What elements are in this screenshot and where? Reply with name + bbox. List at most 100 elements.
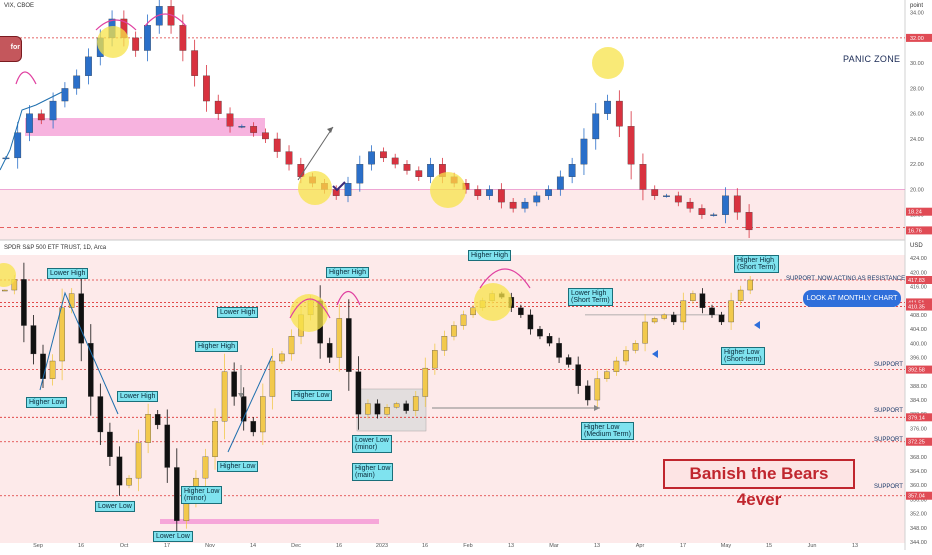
spy-tick-4: 408.00 xyxy=(910,313,927,319)
spy-candle-64 xyxy=(613,360,620,372)
partial-callout: for xyxy=(0,36,22,62)
spy-candle-67 xyxy=(642,321,648,344)
vix-highlight-circle-0 xyxy=(97,26,129,58)
annotation-higher-high-2: Higher High xyxy=(195,341,238,352)
vix-badge-bg-1 xyxy=(906,226,932,235)
vix-badge-1: 16.76 xyxy=(908,228,922,234)
vix-candle-59 xyxy=(698,208,706,215)
vix-candle-50 xyxy=(592,113,600,140)
spy-candle-21 xyxy=(202,456,209,479)
vix-candle-58 xyxy=(686,201,694,209)
annotation-lower-low-2: Lower Low xyxy=(153,531,193,542)
vix-highlight-circle-3 xyxy=(592,47,624,79)
spy-badge-3: 392.58 xyxy=(908,368,925,374)
spy-tick-9: 388.00 xyxy=(910,384,927,390)
spy-candle-48 xyxy=(460,314,467,326)
spy-candle-5 xyxy=(49,360,56,379)
spy-candle-35 xyxy=(336,318,343,358)
monthly-chart-button[interactable]: LOOK AT MONTHLY CHART xyxy=(803,290,901,307)
spy-arrow-head xyxy=(594,405,600,411)
time-tick-11: 13 xyxy=(508,543,514,549)
spy-candle-34 xyxy=(326,343,333,358)
spy-candle-2 xyxy=(21,279,27,326)
spy-candle-69 xyxy=(661,314,667,319)
vix-check-mark xyxy=(332,181,346,192)
annotation-lower-high-3: Lower High xyxy=(117,391,159,402)
spy-tick-0: 424.00 xyxy=(910,256,927,262)
vix-highlight-circle-1 xyxy=(298,171,332,205)
time-tick-14: Apr xyxy=(636,543,645,549)
spy-candle-73 xyxy=(699,293,706,308)
vix-tick-0: 34.00 xyxy=(910,11,924,17)
spy-candle-78 xyxy=(747,279,753,291)
vix-top-arc-0 xyxy=(95,19,137,31)
vix-candle-2 xyxy=(26,113,33,133)
vix-tick-5: 24.00 xyxy=(910,137,924,143)
spy-candle-4 xyxy=(40,353,46,379)
time-tick-5: 14 xyxy=(250,543,256,549)
vix-candle-42 xyxy=(497,189,505,203)
spy-badge-bg-1 xyxy=(906,298,932,307)
vix-tick-7: 20.00 xyxy=(910,187,924,193)
time-tick-10: Feb xyxy=(463,543,472,549)
time-tick-1: 16 xyxy=(78,543,84,549)
spy-candle-10 xyxy=(97,396,104,433)
spy-trend-line-2 xyxy=(227,355,273,453)
vix-candle-18 xyxy=(214,100,222,114)
vix-tick-3: 28.00 xyxy=(910,86,924,92)
support-label-1: SUPPORT xyxy=(874,362,903,368)
spy-candle-46 xyxy=(441,336,448,351)
spy-badge-5: 372.25 xyxy=(908,440,925,446)
vix-candle-15 xyxy=(179,25,187,51)
spy-candle-66 xyxy=(632,343,639,351)
spy-highlight-circle-1 xyxy=(290,294,328,332)
annotation-lower-low-1: Lower Low xyxy=(95,501,135,512)
annotation-higher-low-3: Higher Low xyxy=(217,461,259,472)
spy-candle-74 xyxy=(709,307,715,316)
spy-tick-19: 348.00 xyxy=(910,526,927,532)
spy-symbol-label: SPDR S&P 500 ETF TRUST, 1D, Arca xyxy=(4,245,107,251)
spy-candle-75 xyxy=(718,314,725,323)
spy-candle-26 xyxy=(250,421,257,433)
vix-candle-48 xyxy=(568,164,576,177)
spy-candle-59 xyxy=(565,357,572,365)
panic-zone-label: PANIC ZONE xyxy=(843,54,901,64)
spy-tick-10: 384.00 xyxy=(910,398,927,404)
spy-candle-42 xyxy=(403,403,409,411)
spy-down-arrow-head xyxy=(238,393,244,398)
vix-candle-11 xyxy=(132,37,140,51)
spy-candle-57 xyxy=(546,336,553,344)
spy-unit-label: USD xyxy=(910,243,923,249)
spy-candle-30 xyxy=(288,336,295,355)
spy-candle-41 xyxy=(393,403,400,408)
spy-badge-bg-4 xyxy=(906,413,932,422)
spy-tick-18: 352.00 xyxy=(910,512,927,518)
vix-candle-56 xyxy=(663,195,670,197)
spy-candle-56 xyxy=(537,328,543,337)
spy-highlight-circle-0 xyxy=(0,263,16,287)
annotation-higher-low-short: Higher Low (Short-term) xyxy=(721,347,765,365)
spy-top-arc-1 xyxy=(336,290,361,306)
spy-candle-44 xyxy=(422,367,429,397)
spy-highlight-circle-2 xyxy=(474,283,512,321)
spy-candle-38 xyxy=(365,403,371,415)
vix-candle-19 xyxy=(226,113,234,127)
spy-badge-2: 410.35 xyxy=(908,305,925,311)
spy-candle-55 xyxy=(527,314,534,330)
vix-candle-32 xyxy=(380,151,387,159)
time-tick-4: Nov xyxy=(205,543,215,549)
vix-candle-17 xyxy=(203,75,210,102)
vix-candle-35 xyxy=(415,170,423,177)
spy-badge-bg-2 xyxy=(906,302,932,311)
spy-candle-49 xyxy=(470,307,476,316)
spy-candle-14 xyxy=(135,442,142,479)
spy-candle-54 xyxy=(518,307,524,316)
vix-candle-4 xyxy=(49,100,57,121)
spy-candle-77 xyxy=(737,289,744,301)
annotation-higher-low-main: Higher Low (main) xyxy=(352,463,394,481)
spy-candle-17 xyxy=(164,424,171,468)
spy-highlight-zone xyxy=(160,519,379,524)
spy-candle-16 xyxy=(154,414,161,426)
vix-tick-4: 26.00 xyxy=(910,112,924,118)
spy-candle-23 xyxy=(221,371,228,422)
